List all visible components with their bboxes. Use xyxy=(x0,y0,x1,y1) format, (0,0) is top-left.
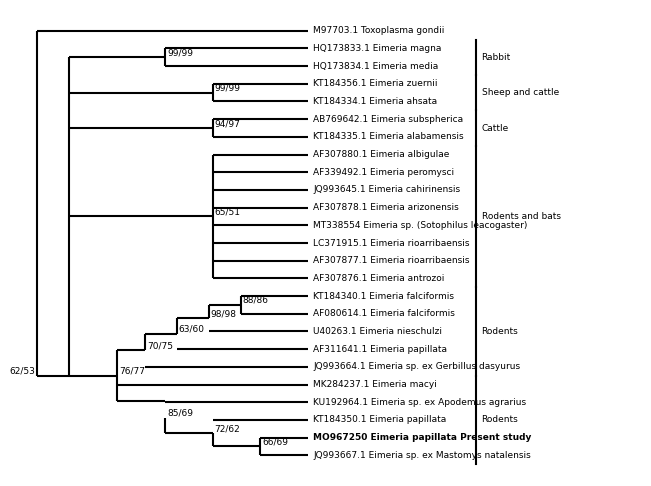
Text: JQ993667.1 Eimeria sp. ex Mastomys natalensis: JQ993667.1 Eimeria sp. ex Mastomys natal… xyxy=(313,451,531,460)
Text: 85/69: 85/69 xyxy=(167,409,193,417)
Text: KT184335.1 Eimeria alabamensis: KT184335.1 Eimeria alabamensis xyxy=(313,132,464,141)
Text: Rodents: Rodents xyxy=(482,416,518,424)
Text: AF307876.1 Eimeria antrozoi: AF307876.1 Eimeria antrozoi xyxy=(313,274,445,283)
Text: Sheep and cattle: Sheep and cattle xyxy=(482,88,559,97)
Text: 70/75: 70/75 xyxy=(147,341,173,350)
Text: AF080614.1 Eimeria falciformis: AF080614.1 Eimeria falciformis xyxy=(313,309,455,318)
Text: HQ173834.1 Eimeria media: HQ173834.1 Eimeria media xyxy=(313,62,438,70)
Text: 99/99: 99/99 xyxy=(167,48,193,57)
Text: Rodents and bats: Rodents and bats xyxy=(482,212,561,221)
Text: 98/98: 98/98 xyxy=(211,309,237,318)
Text: 72/62: 72/62 xyxy=(215,424,240,433)
Text: AB769642.1 Eimeria subspherica: AB769642.1 Eimeria subspherica xyxy=(313,115,463,123)
Text: 65/51: 65/51 xyxy=(215,208,241,216)
Text: 66/69: 66/69 xyxy=(262,437,288,447)
Text: HQ173833.1 Eimeria magna: HQ173833.1 Eimeria magna xyxy=(313,44,441,53)
Text: LC371915.1 Eimeria rioarribaensis: LC371915.1 Eimeria rioarribaensis xyxy=(313,239,469,247)
Text: AF307880.1 Eimeria albigulae: AF307880.1 Eimeria albigulae xyxy=(313,150,449,159)
Text: MK284237.1 Eimeria macyi: MK284237.1 Eimeria macyi xyxy=(313,380,437,389)
Text: AF311641.1 Eimeria papillata: AF311641.1 Eimeria papillata xyxy=(313,345,447,354)
Text: JQ993645.1 Eimeria cahirinensis: JQ993645.1 Eimeria cahirinensis xyxy=(313,186,460,194)
Text: Rodents: Rodents xyxy=(482,327,518,336)
Text: 99/99: 99/99 xyxy=(215,84,241,93)
Text: U40263.1 Eimeria nieschulzi: U40263.1 Eimeria nieschulzi xyxy=(313,327,442,336)
Text: 76/77: 76/77 xyxy=(119,366,145,376)
Text: 88/86: 88/86 xyxy=(243,296,269,305)
Text: KU192964.1 Eimeria sp. ex Apodemus agrarius: KU192964.1 Eimeria sp. ex Apodemus agrar… xyxy=(313,398,526,407)
Text: Rabbit: Rabbit xyxy=(482,53,511,62)
Text: MO967250 Eimeria papillata Present study: MO967250 Eimeria papillata Present study xyxy=(313,433,531,442)
Text: KT184340.1 Eimeria falciformis: KT184340.1 Eimeria falciformis xyxy=(313,292,454,300)
Text: 63/60: 63/60 xyxy=(179,325,205,334)
Text: KT184350.1 Eimeria papillata: KT184350.1 Eimeria papillata xyxy=(313,416,447,424)
Text: AF307877.1 Eimeria rioarribaensis: AF307877.1 Eimeria rioarribaensis xyxy=(313,256,469,265)
Text: M97703.1 Toxoplasma gondii: M97703.1 Toxoplasma gondii xyxy=(313,26,445,35)
Text: MT338554 Eimeria sp. (Sotophilus leacogaster): MT338554 Eimeria sp. (Sotophilus leacoga… xyxy=(313,221,527,230)
Text: KT184356.1 Eimeria zuernii: KT184356.1 Eimeria zuernii xyxy=(313,79,437,88)
Text: JQ993664.1 Eimeria sp. ex Gerbillus dasyurus: JQ993664.1 Eimeria sp. ex Gerbillus dasy… xyxy=(313,363,520,371)
Text: KT184334.1 Eimeria ahsata: KT184334.1 Eimeria ahsata xyxy=(313,97,437,106)
Text: AF339492.1 Eimeria peromysci: AF339492.1 Eimeria peromysci xyxy=(313,168,454,177)
Text: 94/97: 94/97 xyxy=(215,119,241,128)
Text: AF307878.1 Eimeria arizonensis: AF307878.1 Eimeria arizonensis xyxy=(313,203,459,212)
Text: Cattle: Cattle xyxy=(482,123,509,133)
Text: 62/53: 62/53 xyxy=(10,366,35,376)
